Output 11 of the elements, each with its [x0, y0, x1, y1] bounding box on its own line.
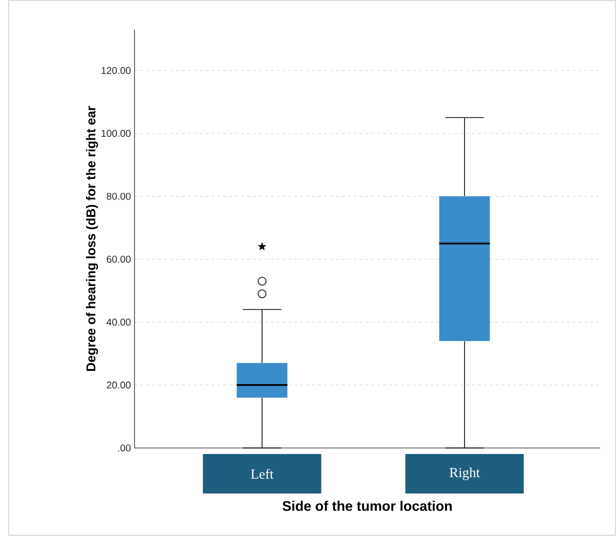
y-tick-label: 20.00 [106, 382, 131, 389]
x-tick-label: Left [250, 468, 274, 479]
x-axis-title: Side of the tumor location [282, 500, 452, 512]
y-tick-label: 60.00 [106, 256, 131, 263]
y-tick-label: .00 [118, 444, 131, 452]
y-tick-label: 80.00 [106, 192, 131, 200]
y-tick-label: 40.00 [106, 318, 131, 326]
x-tick-label: Right [450, 468, 480, 480]
y-axis-title: Degree of hearing loss (dB) for the right ear [86, 106, 98, 371]
y-tick-label: 100.00 [102, 130, 131, 138]
y-tick-label: 120.00 [102, 67, 131, 74]
